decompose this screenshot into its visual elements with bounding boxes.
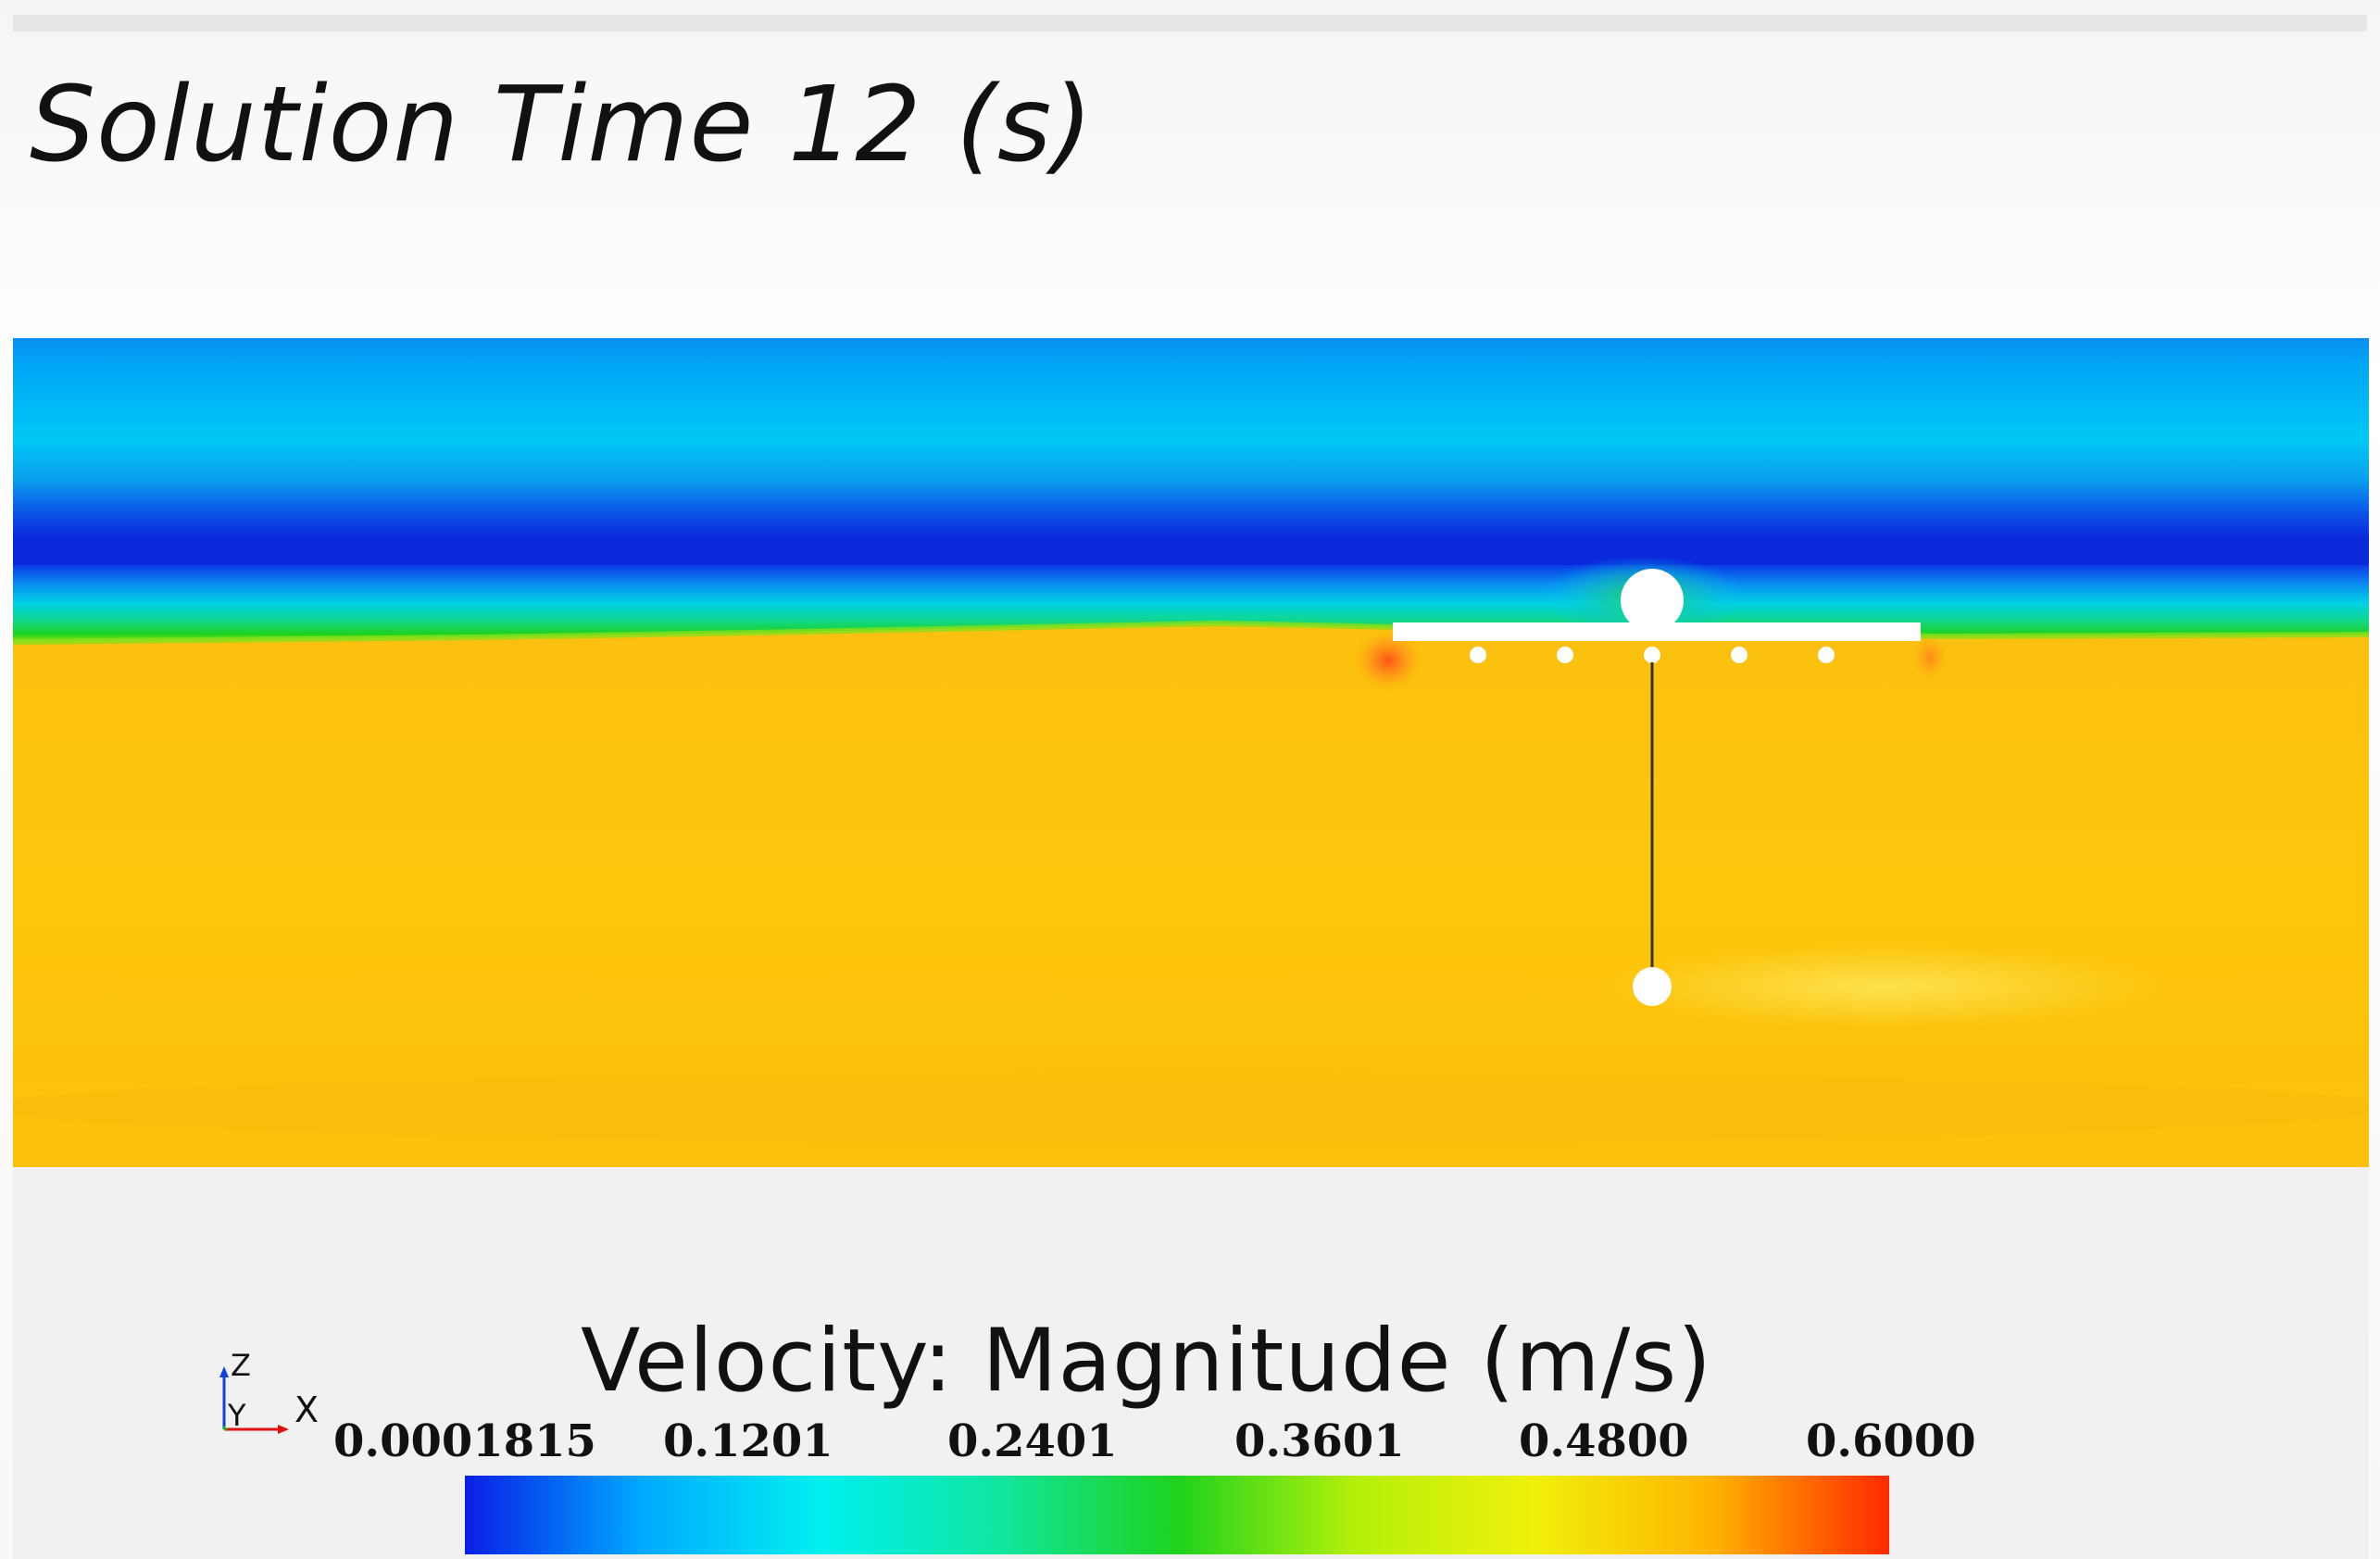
scalar-bar-tick: 0.4800 bbox=[1519, 1415, 1689, 1467]
axes-triad: Z Y X bbox=[219, 1348, 319, 1434]
pontoon-1 bbox=[1470, 647, 1486, 663]
scalar-bar-tick: 0.1201 bbox=[663, 1415, 833, 1467]
scalar-bar-tick: 0.3601 bbox=[1234, 1415, 1405, 1467]
air-region bbox=[13, 338, 2369, 565]
surface-buoy bbox=[1621, 569, 1684, 632]
floating-platform bbox=[1393, 622, 1921, 641]
z-axis-arrow bbox=[219, 1366, 229, 1377]
x-axis-label: X bbox=[294, 1389, 319, 1430]
scalar-colorbar bbox=[465, 1476, 1889, 1554]
lower-shading bbox=[13, 1070, 2369, 1144]
x-axis-arrow bbox=[278, 1425, 289, 1434]
sphere-wake bbox=[1606, 945, 2161, 1028]
pontoon-4 bbox=[1731, 647, 1747, 663]
submerged-sphere bbox=[1633, 967, 1672, 1006]
solution-time-title: Solution Time 12 (s) bbox=[30, 65, 1094, 185]
scalar-bar-title: Velocity: Magnitude (m/s) bbox=[581, 1311, 1712, 1412]
trailing-edge-hotspot bbox=[1911, 634, 1948, 682]
y-axis-label: Y bbox=[227, 1398, 246, 1433]
top-divider bbox=[13, 15, 2367, 31]
water-region bbox=[13, 623, 2369, 1167]
scalar-bar-tick: 0.6000 bbox=[1806, 1415, 1976, 1467]
y-axis-line bbox=[222, 1426, 228, 1431]
pontoon-3 bbox=[1644, 647, 1660, 663]
scalar-bar-tick: 0.2401 bbox=[947, 1415, 1118, 1467]
pontoon-5 bbox=[1818, 647, 1835, 663]
velocity-field-plot bbox=[13, 338, 2369, 1167]
scalar-bar-tick: 0.0001815 bbox=[333, 1415, 596, 1467]
pontoon-2 bbox=[1557, 647, 1573, 663]
leading-edge-hotspot bbox=[1353, 629, 1423, 692]
z-axis-label: Z bbox=[231, 1348, 251, 1383]
